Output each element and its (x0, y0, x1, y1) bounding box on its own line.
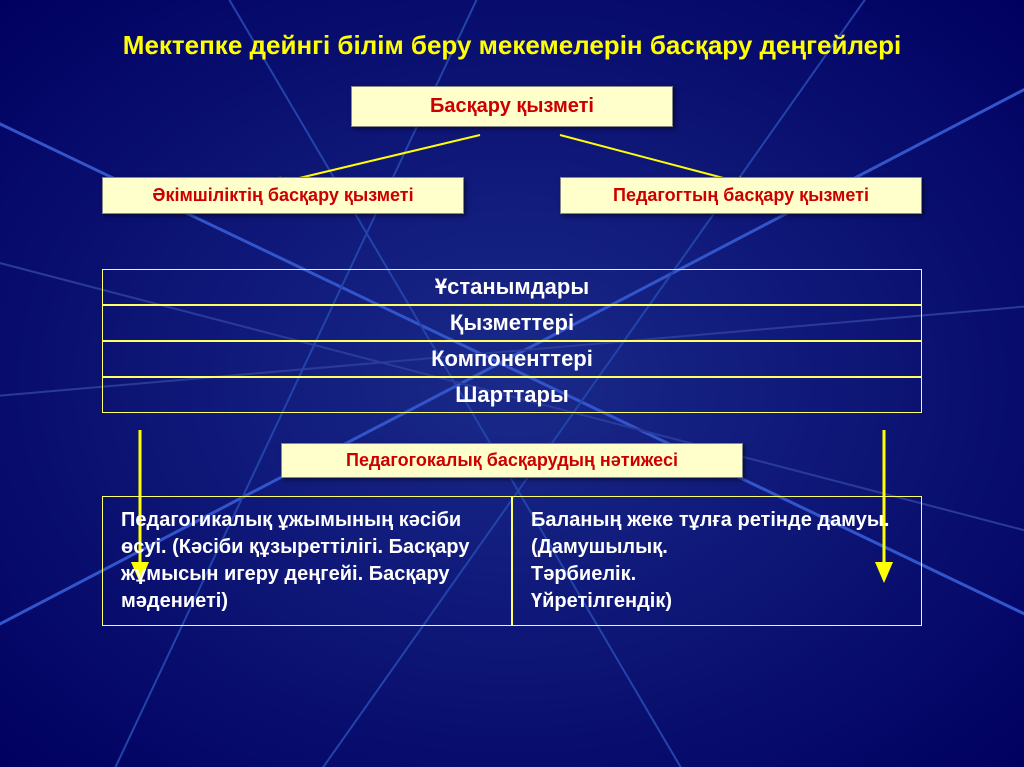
result-box: Педагогокалық басқарудың нәтижесі (281, 443, 743, 478)
stack-table: Ұстанымдары Қызметтері Компоненттері Шар… (102, 269, 922, 413)
branch-row: Әкімшіліктің басқару қызметі Педагогтың … (102, 177, 922, 214)
branch-right: Педагогтың басқару қызметі (560, 177, 922, 214)
top-box: Басқару қызметі (351, 86, 673, 127)
bottom-left-cell: Педагогикалық ұжымының кәсіби өсуі. (Кәс… (102, 496, 512, 626)
slide-content: Мектепке дейнгі білім беру мекемелерін б… (0, 0, 1024, 656)
stack-row-2: Қызметтері (102, 305, 922, 341)
bottom-right-cell: Баланың жеке тұлға ретінде дамуы. (Дамуш… (512, 496, 922, 626)
stack-row-1: Ұстанымдары (102, 269, 922, 305)
branch-left: Әкімшіліктің басқару қызметі (102, 177, 464, 214)
stack-row-4: Шарттары (102, 377, 922, 413)
stack-row-3: Компоненттері (102, 341, 922, 377)
bottom-row: Педагогикалық ұжымының кәсіби өсуі. (Кәс… (102, 496, 922, 626)
slide-title: Мектепке дейнгі білім беру мекемелерін б… (50, 30, 974, 61)
